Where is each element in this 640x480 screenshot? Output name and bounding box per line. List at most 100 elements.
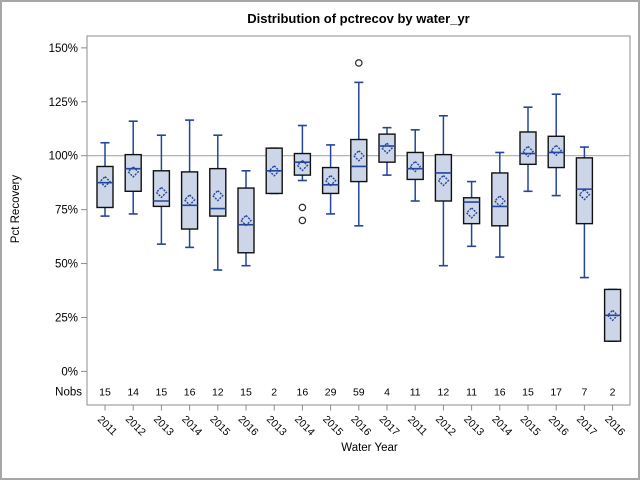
x-tick-label: 2014 bbox=[489, 413, 514, 438]
x-tick-label: 2015 bbox=[207, 413, 232, 438]
x-tick-label: 2013 bbox=[264, 413, 289, 438]
nobs-label: Nobs bbox=[55, 387, 82, 399]
box-group-2017-17 bbox=[575, 146, 594, 279]
y-tick-label: 150% bbox=[49, 43, 78, 55]
mean-diamond bbox=[550, 144, 563, 157]
box-group-2014-14 bbox=[491, 151, 509, 258]
box-group-2016-9 bbox=[350, 59, 368, 227]
y-tick-label: 75% bbox=[55, 205, 78, 217]
box-group-2011-11 bbox=[406, 129, 424, 202]
x-tick-label: 2014 bbox=[179, 413, 204, 438]
box-group-2017-10 bbox=[378, 126, 396, 176]
mean-diamond bbox=[381, 142, 393, 155]
box-group-2011-0 bbox=[96, 141, 114, 217]
mean-diamond bbox=[211, 189, 224, 202]
box-group-2015-8 bbox=[321, 144, 340, 215]
nobs-value: 2 bbox=[271, 387, 277, 399]
y-tick-label: 125% bbox=[49, 97, 78, 109]
box-group-2013-6 bbox=[265, 147, 283, 195]
iqr-box bbox=[209, 167, 227, 217]
mean-diamond bbox=[437, 174, 450, 187]
iqr-box bbox=[378, 133, 396, 163]
iqr-box bbox=[491, 172, 509, 227]
y-tick-label: 100% bbox=[49, 151, 78, 163]
nobs-value: 15 bbox=[522, 387, 534, 399]
nobs-value: 11 bbox=[466, 387, 477, 399]
mean-diamond bbox=[409, 160, 422, 173]
nobs-value: 2 bbox=[610, 387, 616, 399]
mean-diamond bbox=[324, 174, 337, 187]
mean-diamond bbox=[127, 165, 140, 178]
nobs-value: 14 bbox=[127, 387, 139, 399]
nobs-value: 11 bbox=[410, 387, 421, 399]
x-tick-label: 2015 bbox=[518, 413, 543, 438]
mean-diamond bbox=[155, 186, 168, 199]
mean-diamond bbox=[493, 195, 506, 207]
iqr-box bbox=[293, 152, 312, 176]
mean-diamond bbox=[606, 309, 619, 322]
iqr-box bbox=[462, 197, 481, 225]
iqr-box bbox=[519, 131, 537, 166]
box-group-2016-16 bbox=[547, 93, 565, 197]
iqr-box bbox=[237, 187, 255, 254]
x-tick-label: 2016 bbox=[602, 413, 627, 438]
nobs-value: 59 bbox=[353, 387, 365, 399]
box-group-2015-4 bbox=[209, 134, 227, 271]
nobs-value: 29 bbox=[325, 387, 337, 399]
nobs-value: 16 bbox=[184, 387, 196, 399]
x-tick-label: 2017 bbox=[377, 413, 402, 438]
iqr-box bbox=[434, 153, 453, 202]
box-group-2012-1 bbox=[124, 120, 142, 215]
box-group-2013-13 bbox=[462, 180, 481, 248]
mean-diamond bbox=[522, 145, 534, 158]
x-tick-label: 2013 bbox=[151, 413, 176, 438]
nobs-value: 16 bbox=[297, 387, 309, 399]
nobs-value: 15 bbox=[156, 387, 168, 399]
iqr-box bbox=[575, 157, 594, 225]
mean-diamond bbox=[578, 188, 591, 201]
x-tick-label: 2014 bbox=[292, 413, 317, 438]
iqr-box bbox=[180, 171, 199, 230]
nobs-value: 7 bbox=[581, 387, 587, 399]
box-group-2014-7 bbox=[293, 124, 312, 225]
iqr-box bbox=[406, 151, 424, 181]
iqr-box bbox=[321, 166, 340, 195]
x-tick-label: 2016 bbox=[348, 413, 373, 438]
mean-diamond bbox=[99, 175, 111, 188]
nobs-value: 12 bbox=[212, 387, 224, 399]
box-group-2016-18 bbox=[603, 288, 622, 343]
mean-diamond bbox=[296, 159, 309, 172]
x-tick-label: 2012 bbox=[433, 413, 458, 438]
outlier-point bbox=[298, 216, 307, 225]
y-tick-label: 50% bbox=[55, 259, 78, 271]
mean-diamond bbox=[352, 149, 365, 162]
nobs-value: 15 bbox=[99, 387, 111, 399]
mean-diamond bbox=[240, 214, 252, 227]
x-tick-label: 2015 bbox=[320, 413, 345, 438]
box-group-2015-15 bbox=[519, 106, 537, 193]
y-tick-label: 25% bbox=[55, 312, 78, 324]
mean-diamond bbox=[268, 164, 281, 177]
nobs-value: 17 bbox=[550, 387, 562, 399]
chart-title: Distribution of pctrecov by water_yr bbox=[247, 11, 470, 26]
mean-diamond bbox=[465, 206, 478, 219]
x-tick-label: 2017 bbox=[574, 413, 599, 438]
box-group-2013-2 bbox=[152, 134, 171, 245]
nobs-value: 4 bbox=[384, 387, 390, 399]
x-tick-label: 2011 bbox=[95, 414, 120, 439]
outlier-point bbox=[354, 59, 363, 67]
x-tick-label: 2011 bbox=[405, 414, 430, 439]
x-tick-label: 2012 bbox=[123, 413, 148, 438]
x-axis-title: Water Year bbox=[341, 442, 398, 454]
box-group-2012-12 bbox=[434, 114, 453, 267]
x-tick-label: 2013 bbox=[461, 413, 486, 438]
nobs-value: 15 bbox=[240, 387, 252, 399]
box-group-2014-3 bbox=[180, 119, 199, 249]
y-tick-label: 0% bbox=[61, 366, 78, 378]
mean-diamond bbox=[183, 193, 196, 206]
x-tick-label: 2016 bbox=[236, 413, 261, 438]
iqr-box bbox=[124, 153, 142, 192]
iqr-box bbox=[152, 170, 171, 208]
